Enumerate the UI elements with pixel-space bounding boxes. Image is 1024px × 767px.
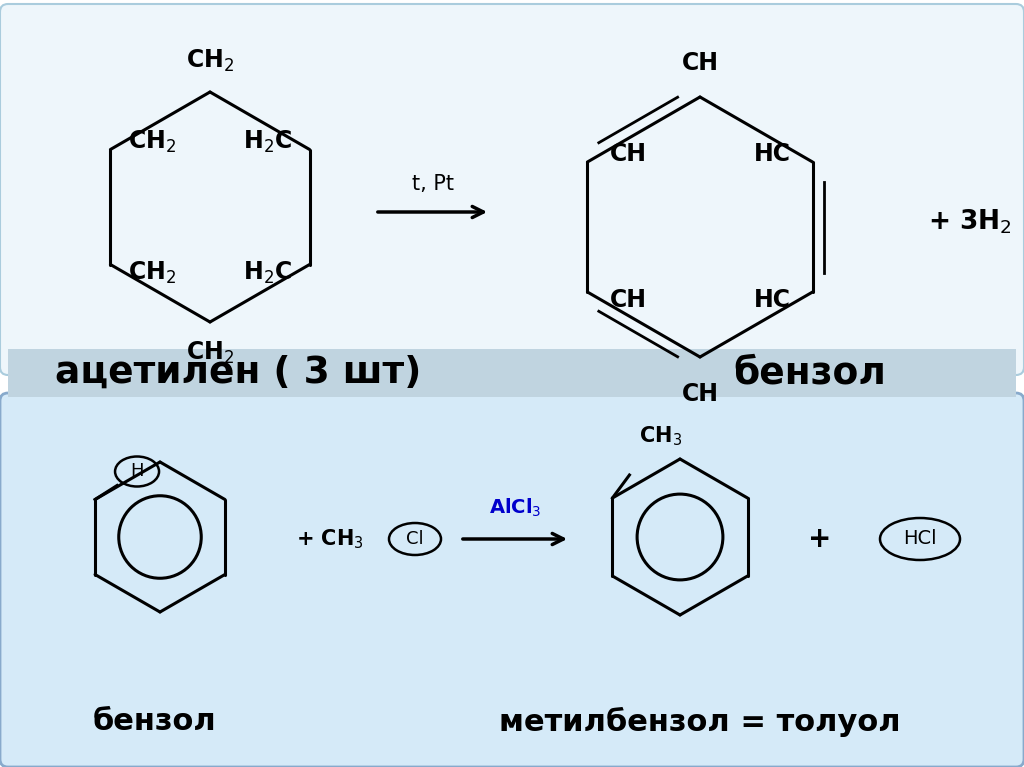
Text: H$_2$C: H$_2$C [243, 128, 292, 155]
Text: AlCl$_3$: AlCl$_3$ [488, 497, 542, 519]
Bar [8, 349, 1016, 397]
Text: CH$_2$: CH$_2$ [128, 128, 176, 155]
Text: H$_2$C: H$_2$C [243, 259, 292, 285]
Text: ацетилен ( 3 шт): ацетилен ( 3 шт) [55, 355, 421, 391]
Text: CH: CH [609, 288, 646, 312]
Text: CH: CH [682, 382, 719, 406]
Text: + 3H$_2$: + 3H$_2$ [928, 208, 1012, 236]
Text: CH$_3$: CH$_3$ [639, 424, 682, 448]
FancyBboxPatch shape [0, 393, 1024, 767]
Text: HC: HC [754, 288, 791, 312]
Text: Cl: Cl [407, 530, 424, 548]
Text: H: H [130, 463, 143, 480]
Text: бензол: бензол [733, 355, 887, 391]
Text: HCl: HCl [903, 529, 937, 548]
Text: CH$_2$: CH$_2$ [186, 48, 234, 74]
Text: метилбензол = толуол: метилбензол = толуол [499, 707, 901, 737]
FancyBboxPatch shape [0, 4, 1024, 375]
Text: + CH$_3$: + CH$_3$ [296, 527, 364, 551]
Text: CH: CH [682, 51, 719, 75]
Text: CH: CH [609, 142, 646, 166]
Text: CH$_2$: CH$_2$ [186, 340, 234, 366]
Text: t, Pt: t, Pt [412, 174, 454, 194]
Text: HC: HC [754, 142, 791, 166]
Text: бензол: бензол [93, 707, 217, 736]
Text: +: + [808, 525, 831, 553]
Text: CH$_2$: CH$_2$ [128, 259, 176, 285]
